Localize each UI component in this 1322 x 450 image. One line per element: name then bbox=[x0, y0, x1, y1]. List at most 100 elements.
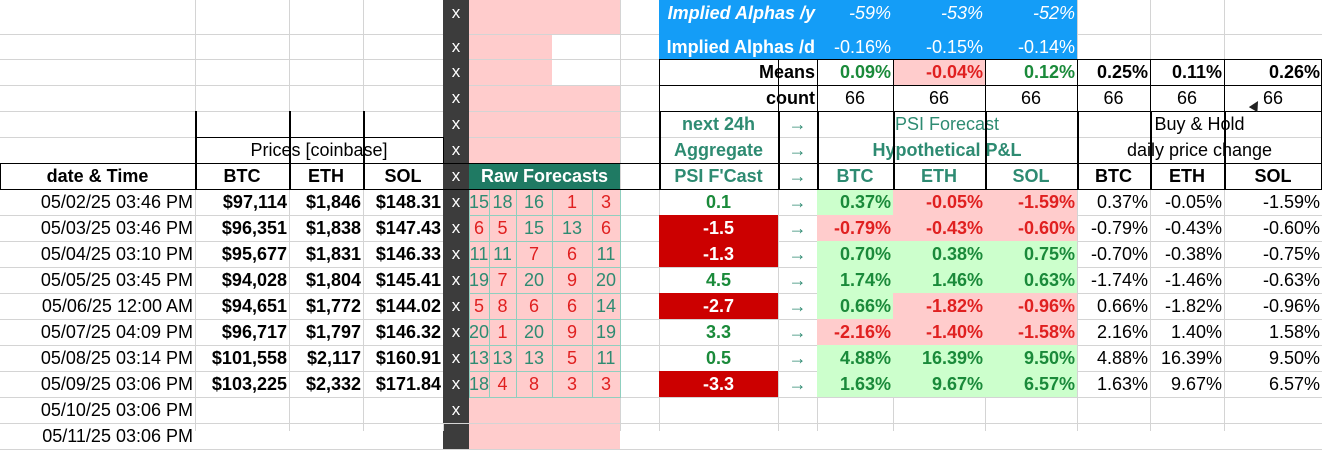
x-marker[interactable]: x bbox=[443, 189, 469, 215]
arrow-icon[interactable]: → bbox=[788, 140, 807, 160]
btc-price-header[interactable]: BTC bbox=[223, 166, 261, 186]
hypothetical-pl-cell[interactable]: 1.74% bbox=[817, 267, 893, 293]
means-hold-btc[interactable]: 0.25% bbox=[1096, 62, 1148, 82]
eth-price-cell[interactable]: $1,772 bbox=[305, 296, 361, 316]
date-time-header[interactable]: date & Time bbox=[46, 166, 149, 186]
date-cell[interactable]: 05/05/25 03:45 PM bbox=[40, 270, 193, 290]
eth-price-cell[interactable]: $2,117 bbox=[306, 348, 361, 368]
sol-price-cell[interactable]: $146.32 bbox=[375, 322, 441, 342]
raw-forecast-cell[interactable]: 6 bbox=[473, 218, 484, 238]
raw-forecast-cell[interactable]: 6 bbox=[600, 218, 611, 238]
sol-price-cell[interactable]: $144.02 bbox=[375, 296, 441, 316]
means-btc[interactable]: 0.09% bbox=[839, 62, 891, 82]
date-cell[interactable]: 05/08/25 03:14 PM bbox=[40, 348, 193, 368]
raw-forecasts-header[interactable]: Raw Forecasts bbox=[469, 163, 620, 189]
raw-forecast-cell[interactable]: 19 bbox=[595, 322, 617, 342]
x-marker[interactable]: x bbox=[443, 111, 469, 137]
sol-price-cell[interactable]: $145.41 bbox=[375, 270, 441, 290]
raw-forecast-cell[interactable]: 11 bbox=[596, 244, 616, 264]
alpha-d-sol[interactable]: -0.14% bbox=[985, 34, 1077, 59]
eth-price-cell[interactable]: $1,846 bbox=[305, 192, 361, 212]
hypothetical-pl-cell[interactable]: 9.50% bbox=[985, 345, 1077, 371]
arrow-icon[interactable]: → bbox=[788, 114, 807, 134]
daily-change-cell[interactable]: 6.57% bbox=[1268, 374, 1320, 394]
hypothetical-pl-cell[interactable]: -0.43% bbox=[893, 215, 985, 241]
x-marker[interactable]: x bbox=[443, 267, 469, 293]
x-marker[interactable]: x bbox=[443, 293, 469, 319]
hypothetical-pl-cell[interactable]: -2.16% bbox=[817, 319, 893, 345]
daily-change-cell[interactable]: 16.39% bbox=[1160, 348, 1222, 368]
btc-price-cell[interactable]: $96,717 bbox=[221, 322, 287, 342]
daily-change-cell[interactable]: -0.79% bbox=[1090, 218, 1148, 238]
raw-forecast-cell[interactable]: 3 bbox=[600, 374, 611, 394]
daily-change-cell[interactable]: -1.74% bbox=[1090, 270, 1148, 290]
psi-fcast-cell[interactable]: 0.5 bbox=[705, 348, 732, 368]
hypothetical-pl-cell[interactable]: -0.96% bbox=[985, 293, 1077, 319]
psi-fcast-cell[interactable]: -1.3 bbox=[659, 241, 778, 267]
raw-forecast-cell[interactable]: 5 bbox=[473, 296, 484, 316]
sol-price-cell[interactable]: $171.84 bbox=[375, 374, 441, 394]
sol-price-header[interactable]: SOL bbox=[384, 166, 422, 186]
date-cell[interactable]: 05/07/25 04:09 PM bbox=[40, 322, 193, 342]
count-sol[interactable]: 66 bbox=[1020, 88, 1042, 108]
hypothetical-pl-header[interactable]: Hypothetical P&L bbox=[872, 140, 1022, 160]
sol-price-cell[interactable]: $160.91 bbox=[375, 348, 441, 368]
arrow-icon[interactable]: → bbox=[788, 218, 807, 238]
pl-btc-header[interactable]: BTC bbox=[836, 166, 874, 186]
arrow-icon[interactable]: → bbox=[788, 244, 807, 264]
psi-fcast-cell[interactable]: 3.3 bbox=[705, 322, 732, 342]
btc-price-cell[interactable]: $97,114 bbox=[222, 192, 287, 212]
x-marker[interactable]: x bbox=[443, 371, 469, 397]
means-eth[interactable]: -0.04% bbox=[893, 59, 985, 85]
date-cell[interactable]: 05/06/25 12:00 AM bbox=[41, 296, 193, 316]
x-marker[interactable]: x bbox=[443, 137, 469, 163]
hold-sol-header[interactable]: SOL bbox=[1254, 166, 1292, 186]
hypothetical-pl-cell[interactable]: 0.38% bbox=[893, 241, 985, 267]
daily-price-change-header[interactable]: daily price change bbox=[1126, 140, 1273, 160]
raw-forecast-cell[interactable]: 15 bbox=[523, 218, 545, 238]
raw-forecast-cell[interactable]: 13 bbox=[523, 348, 545, 368]
raw-forecast-cell[interactable]: 9 bbox=[566, 270, 577, 290]
alpha-y-eth[interactable]: -53% bbox=[893, 0, 985, 34]
hypothetical-pl-cell[interactable]: -1.82% bbox=[893, 293, 985, 319]
x-marker[interactable]: x bbox=[443, 319, 469, 345]
hypothetical-pl-cell[interactable]: -0.79% bbox=[817, 215, 893, 241]
arrow-icon[interactable]: → bbox=[788, 296, 807, 316]
sol-price-cell[interactable]: $146.33 bbox=[375, 244, 441, 264]
daily-change-cell[interactable]: 1.63% bbox=[1096, 374, 1148, 394]
pl-sol-header[interactable]: SOL bbox=[1012, 166, 1050, 186]
daily-change-cell[interactable]: -0.70% bbox=[1090, 244, 1148, 264]
daily-change-cell[interactable]: 0.66% bbox=[1096, 296, 1148, 316]
aggregate-label[interactable]: Aggregate bbox=[673, 140, 763, 160]
raw-forecast-cell[interactable]: 20 bbox=[523, 270, 545, 290]
daily-change-cell[interactable]: 1.40% bbox=[1170, 322, 1222, 342]
raw-forecast-cell[interactable]: 6 bbox=[566, 244, 577, 264]
raw-forecast-cell[interactable]: 1 bbox=[497, 322, 508, 342]
alpha-d-btc[interactable]: -0.16% bbox=[817, 34, 893, 59]
daily-change-cell[interactable]: 9.50% bbox=[1268, 348, 1320, 368]
means-label[interactable]: Means bbox=[758, 62, 815, 82]
sol-price-cell[interactable]: $148.31 bbox=[375, 192, 441, 212]
raw-forecast-cell[interactable]: 7 bbox=[528, 244, 539, 264]
means-hold-eth[interactable]: 0.11% bbox=[1171, 62, 1222, 82]
daily-change-cell[interactable]: 1.58% bbox=[1268, 322, 1320, 342]
raw-forecast-cell[interactable]: 9 bbox=[566, 322, 577, 342]
eth-price-cell[interactable]: $1,797 bbox=[305, 322, 361, 342]
daily-change-cell[interactable]: 0.37% bbox=[1096, 192, 1148, 212]
count-hold-btc[interactable]: 66 bbox=[1103, 88, 1124, 108]
btc-price-cell[interactable]: $94,028 bbox=[221, 270, 287, 290]
hypothetical-pl-cell[interactable]: 9.67% bbox=[893, 371, 985, 397]
x-marker[interactable]: x bbox=[443, 0, 469, 34]
daily-change-cell[interactable]: -0.38% bbox=[1164, 244, 1222, 264]
daily-change-cell[interactable]: -0.60% bbox=[1262, 218, 1320, 238]
arrow-icon[interactable]: → bbox=[788, 192, 807, 212]
eth-price-cell[interactable]: $2,332 bbox=[305, 374, 361, 394]
raw-forecast-cell[interactable]: 13 bbox=[492, 348, 513, 368]
btc-price-cell[interactable]: $96,351 bbox=[221, 218, 287, 238]
raw-forecast-cell[interactable]: 15 bbox=[469, 192, 489, 212]
count-hold-eth[interactable]: 66 bbox=[1176, 88, 1198, 108]
hypothetical-pl-cell[interactable]: 1.46% bbox=[893, 267, 985, 293]
hypothetical-pl-cell[interactable]: 0.75% bbox=[985, 241, 1077, 267]
raw-forecast-cell[interactable]: 5 bbox=[566, 348, 577, 368]
